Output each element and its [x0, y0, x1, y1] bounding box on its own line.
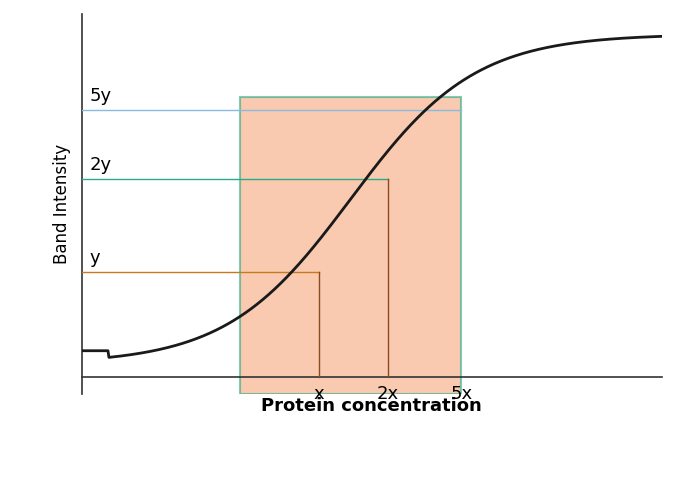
X-axis label: Protein concentration: Protein concentration — [261, 396, 482, 415]
Text: 2x: 2x — [376, 385, 398, 403]
Text: y: y — [90, 249, 100, 267]
Y-axis label: Band Intensity: Band Intensity — [53, 144, 71, 264]
Bar — [240, 97, 461, 394]
Text: 2y: 2y — [90, 156, 112, 174]
Text: x: x — [314, 385, 325, 403]
Text: 5x: 5x — [450, 385, 473, 403]
Text: 5y: 5y — [90, 87, 112, 105]
